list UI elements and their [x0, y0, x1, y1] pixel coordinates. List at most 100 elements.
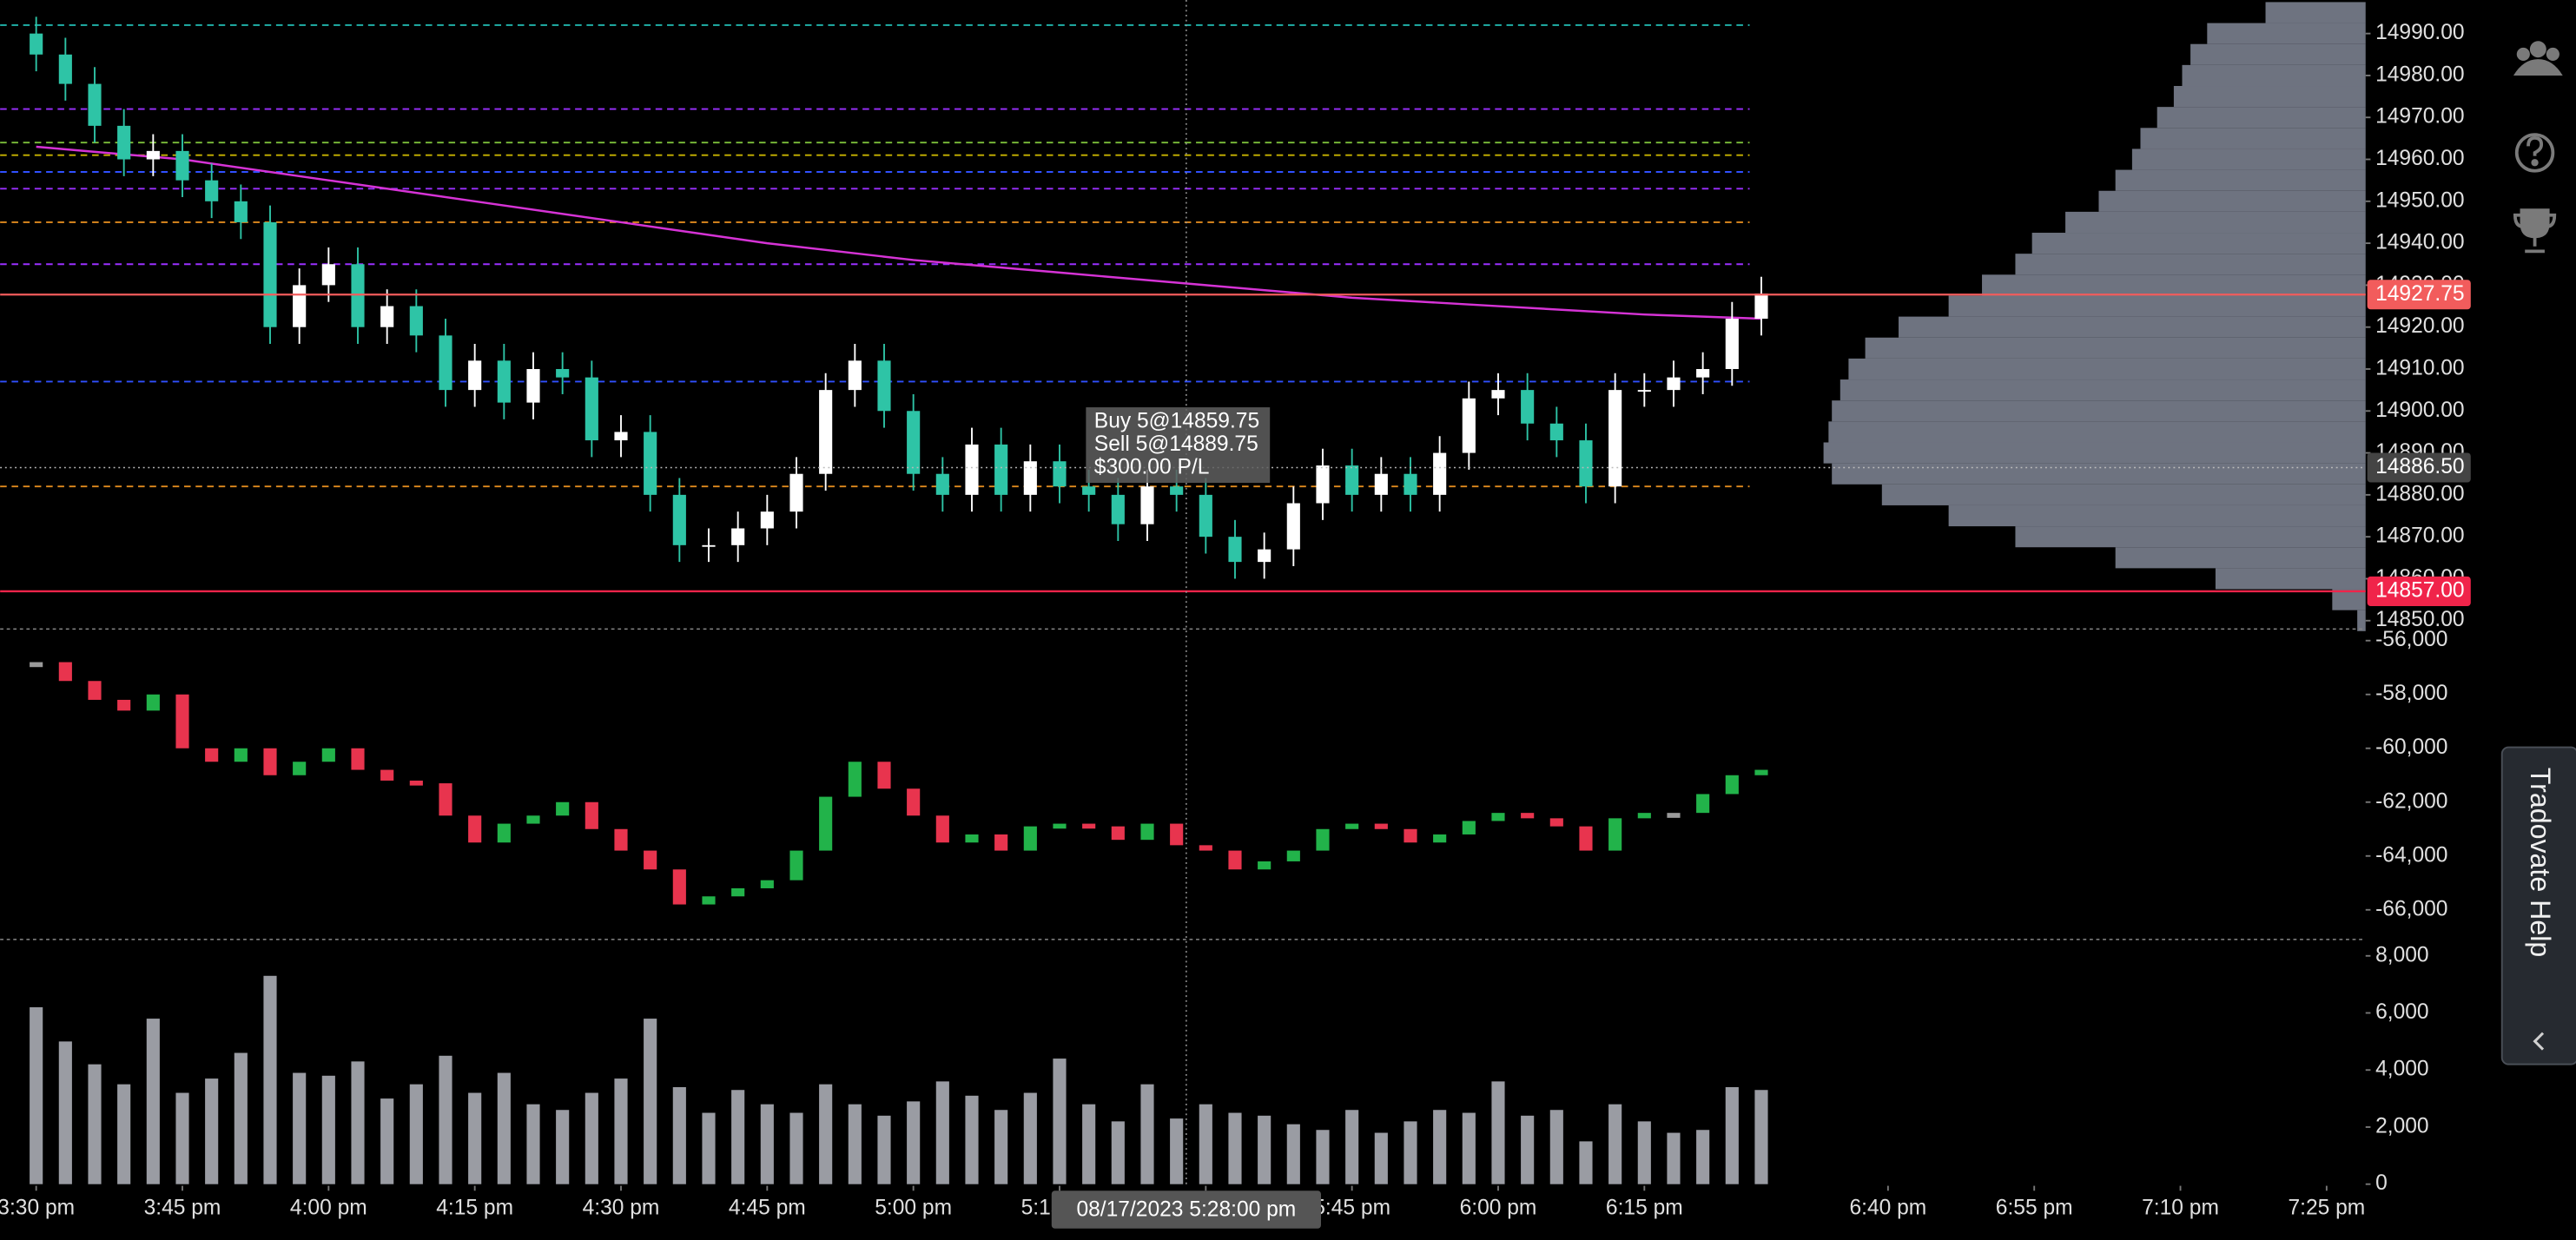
x-tick-label: 6:00 pm: [1460, 1197, 1537, 1220]
profile-bar: [2357, 610, 2366, 631]
delta-bar: [1462, 821, 1476, 834]
help-tab-chevron[interactable]: [2533, 1032, 2545, 1051]
delta-bar: [1608, 818, 1622, 851]
y-tick-label: -64,000: [2375, 843, 2447, 867]
volume-bar: [1404, 1121, 1417, 1184]
x-tick-label: 4:15 pm: [436, 1197, 513, 1220]
tooltip-line: Buy 5@14859.75: [1094, 410, 1259, 433]
volume-bar: [702, 1112, 716, 1184]
help-tab[interactable]: Tradovate Help: [2500, 746, 2576, 1065]
delta-bar: [234, 748, 248, 762]
trophy-icon[interactable]: [2513, 208, 2557, 254]
x-tick-label: 7:25 pm: [2288, 1197, 2365, 1220]
x-tick-label: 4:45 pm: [729, 1197, 806, 1220]
crosshair-price-bg: [2367, 452, 2471, 483]
delta-bar: [380, 769, 394, 781]
candle-body: [1549, 423, 1563, 441]
candle-body: [146, 150, 160, 160]
volume-bar: [117, 1084, 131, 1184]
candle-body: [935, 473, 949, 495]
volume-bar: [731, 1090, 745, 1184]
profile-bar: [2140, 128, 2366, 149]
volume-bar: [1140, 1084, 1154, 1184]
delta-bar: [731, 887, 745, 897]
candle-body: [1696, 368, 1710, 378]
candle-body: [439, 335, 452, 391]
side-icons[interactable]: [2513, 41, 2563, 254]
candle-body: [1404, 473, 1417, 495]
volume-bar: [1258, 1115, 1271, 1184]
volume-bar: [1608, 1104, 1622, 1184]
delta-bar: [1579, 826, 1593, 851]
candle-body: [293, 285, 307, 327]
candle-body: [1521, 390, 1535, 424]
delta-bar: [263, 748, 277, 775]
tooltip-line: $300.00 P/L: [1094, 456, 1210, 479]
candle-body: [1111, 494, 1125, 524]
y-tick-label: 8,000: [2375, 943, 2429, 966]
candle-body: [907, 411, 921, 474]
y-tick-label: 4,000: [2375, 1058, 2429, 1081]
volume-bar: [1462, 1112, 1476, 1184]
delta-bar: [58, 662, 72, 682]
volume-bar: [1637, 1121, 1651, 1184]
delta-bar: [497, 823, 511, 843]
volume-bar: [1549, 1110, 1563, 1184]
candle-body: [380, 306, 394, 327]
delta-bar: [1228, 850, 1242, 870]
volume-bar: [468, 1092, 482, 1184]
candle-body: [556, 368, 570, 378]
delta-bar: [1754, 769, 1768, 775]
profile-bar: [2015, 526, 2366, 548]
profile-bar: [2031, 233, 2366, 254]
volume-bar: [526, 1104, 540, 1184]
y-tick-label: 14900.00: [2375, 399, 2465, 422]
profile-bar: [1865, 337, 2366, 359]
price-label-bg: [2367, 280, 2471, 310]
volume-bar: [848, 1104, 862, 1184]
candle-body: [88, 83, 102, 126]
volume-bar: [907, 1101, 921, 1184]
delta-bar: [614, 828, 628, 851]
delta-bar: [994, 834, 1008, 851]
candle-body: [1579, 440, 1593, 487]
candle-body: [1608, 390, 1622, 487]
volume-bar: [205, 1078, 219, 1184]
y-tick-label: 14850.00: [2375, 608, 2465, 631]
x-tick-label: 6:55 pm: [1996, 1197, 2073, 1220]
candle-body: [468, 360, 482, 391]
users-icon[interactable]: [2513, 41, 2563, 76]
profile-bar: [2115, 547, 2366, 569]
candle-body: [789, 473, 803, 512]
delta-bar: [1696, 794, 1710, 814]
price-label-bg: [2367, 576, 2471, 606]
help-tab-bg[interactable]: [2500, 746, 2576, 1065]
y-tick-label: 14970.00: [2375, 105, 2465, 129]
delta-bar: [1667, 813, 1681, 818]
volume-bar: [293, 1072, 307, 1184]
y-tick-label: 14920.00: [2375, 314, 2465, 338]
candle-body: [1667, 377, 1681, 391]
volume-bar: [30, 1006, 43, 1184]
volume-bar: [994, 1110, 1008, 1184]
help-tab-label[interactable]: Tradovate Help: [2525, 768, 2556, 958]
delta-bar: [293, 762, 307, 775]
volume-profile: [1823, 2, 2366, 631]
delta-bar: [321, 748, 335, 762]
x-tick-label: 4:30 pm: [583, 1197, 660, 1220]
help-icon[interactable]: [2514, 133, 2555, 173]
delta-bar: [117, 699, 131, 711]
profile-bar: [2190, 43, 2366, 65]
candle-body: [994, 444, 1008, 495]
profile-bar: [2207, 23, 2366, 44]
volume-bar: [263, 975, 277, 1184]
candle-body: [1023, 461, 1037, 495]
candle-body: [1228, 537, 1242, 563]
candle-body: [1491, 390, 1505, 399]
candle-body: [1140, 486, 1154, 524]
candle-body: [234, 201, 248, 222]
delta-bar: [935, 815, 949, 843]
profile-bar: [1948, 295, 2366, 317]
delta-bar: [205, 748, 219, 762]
delta-bar: [1521, 813, 1535, 819]
